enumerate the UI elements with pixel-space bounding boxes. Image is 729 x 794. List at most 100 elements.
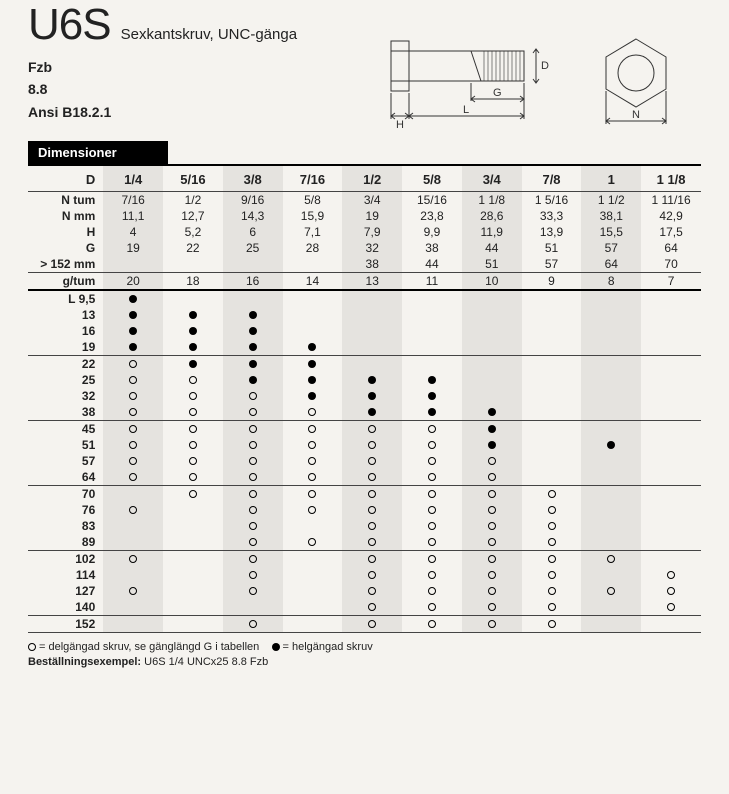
ring-icon	[488, 457, 496, 465]
cell	[283, 421, 343, 438]
row-label: 51	[28, 437, 103, 453]
table-row: 102	[28, 551, 701, 568]
cell	[163, 404, 223, 421]
cell	[223, 502, 283, 518]
cell	[402, 567, 462, 583]
cell	[223, 567, 283, 583]
ring-icon	[368, 522, 376, 530]
cell: 17,5	[641, 224, 701, 240]
cell	[223, 486, 283, 503]
cell	[163, 551, 223, 568]
cell	[342, 372, 402, 388]
cell	[581, 388, 641, 404]
dot-icon	[189, 360, 197, 368]
ring-icon	[368, 490, 376, 498]
cell	[283, 453, 343, 469]
cell	[103, 421, 163, 438]
ring-icon	[368, 538, 376, 546]
product-subtitle: Sexkantskruv, UNC-gänga	[121, 26, 297, 43]
table-row: 13	[28, 307, 701, 323]
ring-icon	[368, 473, 376, 481]
ring-icon	[488, 620, 496, 628]
cell: 11,1	[103, 208, 163, 224]
ring-icon	[428, 571, 436, 579]
cell	[283, 486, 343, 503]
svg-text:D: D	[541, 60, 549, 72]
product-code: U6S	[28, 0, 111, 50]
cell	[581, 567, 641, 583]
cell	[462, 486, 522, 503]
cell	[103, 388, 163, 404]
cell	[103, 551, 163, 568]
cell	[223, 518, 283, 534]
cell	[103, 323, 163, 339]
cell	[342, 421, 402, 438]
ring-icon	[189, 457, 197, 465]
cell	[283, 616, 343, 633]
cell	[163, 502, 223, 518]
cell	[163, 290, 223, 307]
row-label: 152	[28, 616, 103, 633]
cell	[103, 599, 163, 616]
cell	[163, 307, 223, 323]
ring-icon	[249, 522, 257, 530]
cell	[223, 307, 283, 323]
cell	[103, 518, 163, 534]
ring-icon	[249, 506, 257, 514]
ring-icon	[189, 376, 197, 384]
cell: 28	[283, 240, 343, 256]
svg-text:H: H	[396, 119, 404, 131]
cell	[402, 323, 462, 339]
cell	[581, 599, 641, 616]
ring-icon	[129, 360, 137, 368]
ring-icon	[308, 408, 316, 416]
cell	[641, 453, 701, 469]
cell	[103, 372, 163, 388]
cell	[581, 372, 641, 388]
cell: 1	[581, 165, 641, 192]
ring-icon	[488, 603, 496, 611]
ring-icon	[548, 555, 556, 563]
ring-icon	[548, 620, 556, 628]
row-label: 19	[28, 339, 103, 356]
ring-icon	[249, 555, 257, 563]
cell	[163, 486, 223, 503]
cell: 44	[402, 256, 462, 273]
cell	[103, 502, 163, 518]
ring-icon	[368, 441, 376, 449]
ring-icon	[189, 441, 197, 449]
cell: 57	[522, 256, 582, 273]
cell: 23,8	[402, 208, 462, 224]
ring-icon	[548, 571, 556, 579]
cell	[402, 388, 462, 404]
cell: 51	[522, 240, 582, 256]
row-label: 102	[28, 551, 103, 568]
cell	[402, 551, 462, 568]
cell	[163, 372, 223, 388]
cell	[462, 567, 522, 583]
cell	[522, 421, 582, 438]
ring-icon	[129, 587, 137, 595]
cell	[402, 421, 462, 438]
cell	[581, 404, 641, 421]
cell	[163, 339, 223, 356]
cell	[641, 583, 701, 599]
cell	[402, 453, 462, 469]
cell	[581, 518, 641, 534]
cell	[581, 421, 641, 438]
ring-icon	[488, 587, 496, 595]
cell	[163, 388, 223, 404]
cell	[402, 404, 462, 421]
cell	[223, 551, 283, 568]
cell	[283, 437, 343, 453]
dot-icon	[428, 376, 436, 384]
cell	[223, 453, 283, 469]
cell: 44	[462, 240, 522, 256]
cell: 38	[342, 256, 402, 273]
dot-icon	[249, 311, 257, 319]
row-label: 89	[28, 534, 103, 551]
ring-icon	[428, 506, 436, 514]
ring-icon	[129, 441, 137, 449]
ring-icon	[308, 457, 316, 465]
table-row: 22	[28, 356, 701, 373]
